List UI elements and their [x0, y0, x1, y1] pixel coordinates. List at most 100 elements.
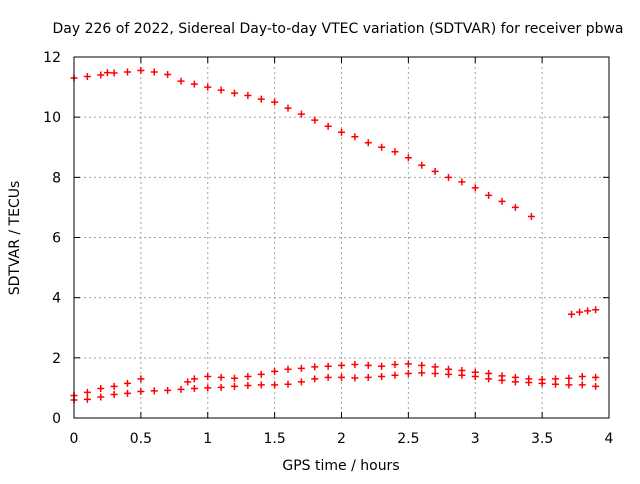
series-track-5	[184, 360, 600, 386]
x-tick-label: 0	[70, 431, 79, 447]
data-point	[271, 381, 279, 389]
data-point	[244, 92, 252, 100]
x-tick-label: 3.5	[531, 431, 553, 447]
x-tick-label: 2.5	[397, 431, 419, 447]
x-axis-label: GPS time / hours	[282, 458, 399, 474]
y-tick-label: 2	[52, 351, 61, 367]
data-point	[204, 384, 212, 392]
data-point	[217, 383, 225, 391]
data-point	[404, 360, 412, 368]
data-point	[364, 373, 372, 381]
x-tick-label: 3	[471, 431, 480, 447]
data-point	[97, 71, 105, 79]
data-point	[311, 363, 319, 371]
data-point	[485, 191, 493, 199]
data-point	[217, 86, 225, 94]
data-point	[97, 385, 105, 393]
data-point	[244, 372, 252, 380]
data-point	[378, 362, 386, 370]
data-point	[431, 363, 439, 371]
data-point	[297, 378, 305, 386]
data-point	[338, 373, 345, 381]
data-point	[284, 104, 292, 112]
data-point	[150, 387, 158, 395]
data-point	[150, 68, 158, 76]
data-point	[137, 388, 145, 396]
data-point	[324, 373, 332, 381]
data-point	[204, 372, 212, 380]
data-point	[83, 73, 91, 81]
data-point	[498, 197, 506, 205]
data-point	[418, 369, 426, 377]
data-point	[458, 366, 466, 374]
data-point	[471, 368, 479, 376]
data-point	[525, 375, 533, 383]
data-point	[404, 369, 412, 377]
data-point	[297, 110, 305, 118]
data-point	[584, 307, 592, 315]
y-tick-label: 12	[43, 50, 61, 66]
data-point	[137, 67, 145, 75]
data-point	[271, 367, 279, 375]
data-point	[324, 122, 332, 130]
data-point	[511, 373, 519, 381]
data-point	[391, 371, 399, 379]
data-point	[324, 362, 332, 370]
y-tick-label: 8	[52, 170, 61, 186]
data-point	[231, 382, 238, 390]
data-point	[565, 374, 573, 382]
data-point	[592, 306, 600, 314]
x-tick-label: 2	[337, 431, 346, 447]
data-point	[431, 167, 439, 175]
data-point	[124, 389, 131, 397]
data-point	[124, 379, 131, 387]
series-track-2	[568, 306, 600, 318]
data-point	[257, 370, 265, 378]
axis-ticks: 0 0.5 1 1.5 2 2.5 3 3.5 4 0 2 4 6 8 10 12	[43, 50, 613, 447]
series-track-4	[70, 369, 600, 404]
y-tick-label: 6	[52, 231, 61, 247]
data-point	[391, 148, 399, 156]
data-point	[271, 98, 279, 106]
x-tick-label: 4	[605, 431, 614, 447]
y-tick-label: 10	[43, 110, 61, 126]
data-point	[297, 364, 305, 372]
data-point	[364, 361, 372, 369]
data-point	[83, 395, 91, 403]
data-point	[311, 375, 319, 383]
data-point	[217, 373, 225, 381]
data-point	[351, 374, 359, 382]
y-tick-label: 4	[52, 291, 61, 307]
data-point	[527, 212, 535, 220]
data-point	[164, 386, 172, 394]
y-tick-label: 0	[52, 411, 61, 427]
data-point	[552, 375, 559, 383]
data-point	[284, 380, 292, 388]
data-point	[257, 95, 265, 103]
data-point	[257, 381, 265, 389]
data-point	[511, 203, 519, 211]
data-point	[190, 375, 198, 383]
gridlines	[74, 57, 609, 418]
x-tick-label: 1	[203, 431, 212, 447]
chart-title: Day 226 of 2022, Sidereal Day-to-day VTE…	[52, 21, 623, 37]
data-point	[231, 374, 238, 382]
x-tick-label: 0.5	[130, 431, 152, 447]
data-point	[378, 372, 386, 380]
series-track-3	[70, 375, 145, 399]
data-point	[351, 360, 359, 368]
data-point	[351, 133, 359, 141]
data-point	[431, 369, 439, 377]
data-points	[70, 67, 600, 404]
data-point	[578, 381, 586, 389]
data-point	[471, 184, 479, 192]
series-track-1	[70, 67, 535, 220]
data-point	[378, 143, 386, 151]
data-point	[364, 139, 372, 147]
data-point	[592, 373, 600, 381]
data-point	[404, 154, 412, 162]
data-point	[284, 365, 292, 373]
data-point	[592, 382, 600, 390]
